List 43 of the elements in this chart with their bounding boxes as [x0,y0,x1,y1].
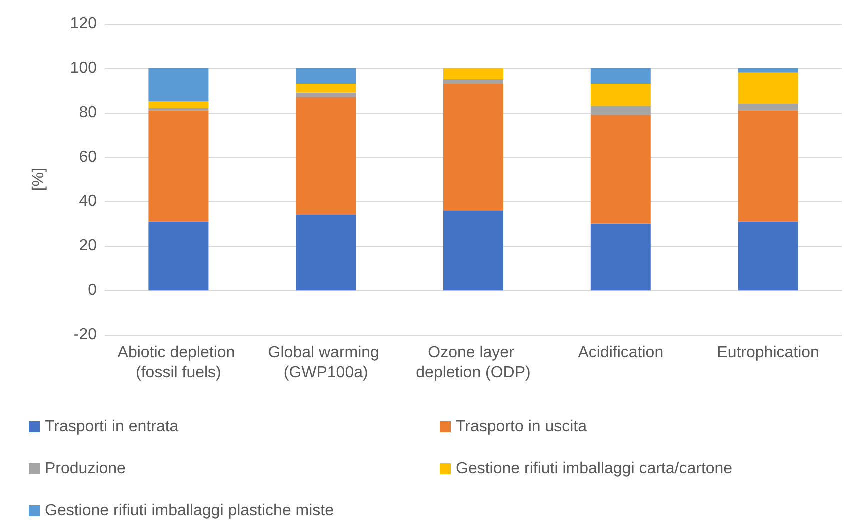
legend-label: Gestione rifiuti imballaggi carta/cartone [456,460,733,478]
legend-label: Trasporti in entrata [45,418,179,436]
y-tick-label: 40 [79,193,98,210]
bar [148,222,209,291]
bar [444,68,504,80]
bar [738,222,798,291]
bar [444,210,504,291]
y-tick-label: 120 [70,16,98,32]
y-tick-label: 20 [79,238,98,255]
legend-label: Produzione [45,460,126,478]
y-tick-label: -20 [74,326,98,344]
bar [590,224,651,291]
bar [738,104,798,111]
bar [590,115,651,224]
bar [738,72,798,104]
y-tick-label: 80 [79,104,98,122]
y-tick-label: 60 [79,148,98,166]
bar [148,102,209,108]
bar [590,106,651,116]
y-tick-label: 100 [70,60,98,77]
x-tick-label: Abiotic depletion (fossil fuels) [118,344,240,382]
y-axis-title: [%] [30,168,48,192]
bar [296,92,356,98]
y-tick-label: 0 [88,282,98,300]
bar [296,68,356,84]
x-tick-label: Global warming (GWP100a) [268,344,384,382]
bar [444,80,504,84]
x-tick-label: Acidification [578,344,664,362]
bar [738,68,798,73]
bar [148,108,209,111]
bar [296,97,356,216]
bar [148,68,209,102]
x-tick-label: Eutrophication [717,344,820,362]
bar [590,84,651,106]
bar [148,110,209,222]
bar [444,84,504,211]
legend-label: Gestione rifiuti imballaggi plastiche miste [45,502,334,520]
bar [738,110,798,222]
x-tick-label: Ozone layer depletion (ODP) [416,344,531,382]
bar [296,215,356,291]
bar [590,68,651,84]
bar [296,84,356,93]
legend-label: Trasporto in uscita [456,418,588,436]
